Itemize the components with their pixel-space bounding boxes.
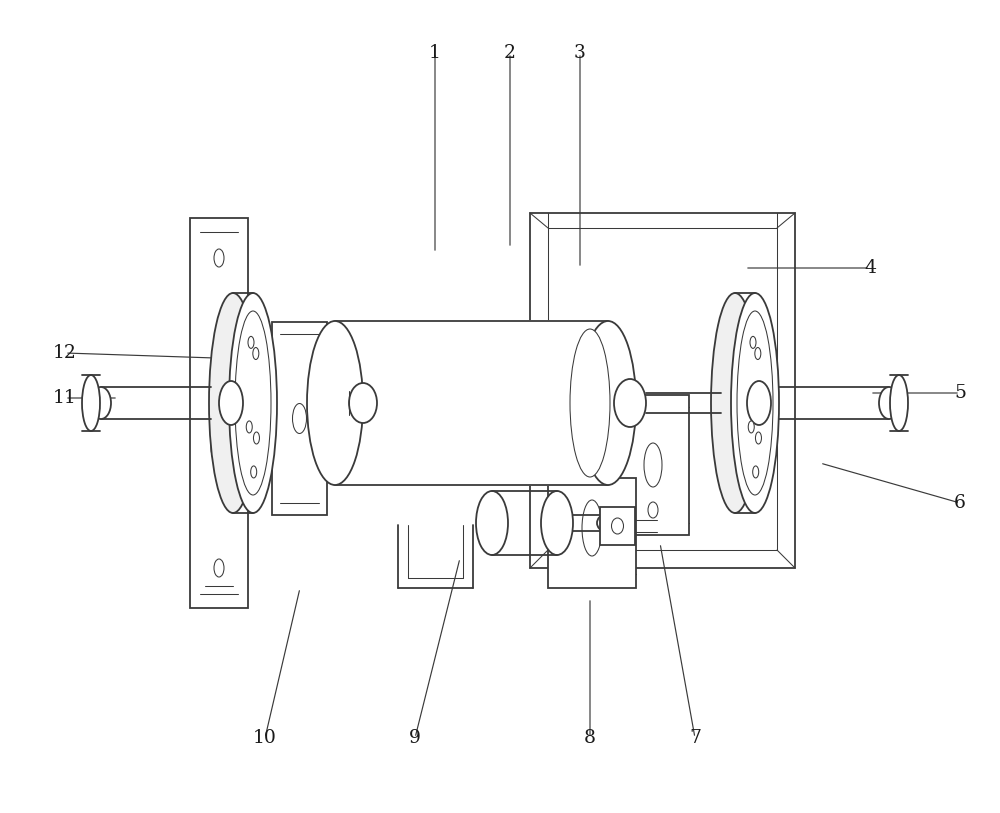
Ellipse shape xyxy=(753,466,759,478)
Text: 6: 6 xyxy=(954,494,966,512)
Text: 12: 12 xyxy=(53,344,77,362)
Text: 3: 3 xyxy=(574,44,586,62)
Ellipse shape xyxy=(91,387,111,419)
Ellipse shape xyxy=(612,518,624,534)
Ellipse shape xyxy=(750,337,756,349)
Ellipse shape xyxy=(737,311,773,495)
Ellipse shape xyxy=(307,321,363,485)
Ellipse shape xyxy=(476,491,508,555)
Bar xyxy=(548,478,636,588)
Text: 10: 10 xyxy=(253,729,277,747)
Polygon shape xyxy=(335,321,608,485)
Ellipse shape xyxy=(597,515,613,531)
Ellipse shape xyxy=(211,432,227,464)
Ellipse shape xyxy=(214,249,224,267)
Ellipse shape xyxy=(253,432,259,444)
Ellipse shape xyxy=(229,293,277,513)
Ellipse shape xyxy=(82,375,100,431)
Ellipse shape xyxy=(755,432,761,444)
Text: 11: 11 xyxy=(53,389,77,407)
Text: 1: 1 xyxy=(429,44,441,62)
Text: 2: 2 xyxy=(504,44,516,62)
Ellipse shape xyxy=(349,383,377,423)
Ellipse shape xyxy=(219,381,243,425)
Ellipse shape xyxy=(890,375,908,431)
Bar xyxy=(190,218,248,608)
Bar xyxy=(272,322,327,515)
Ellipse shape xyxy=(747,381,771,425)
Ellipse shape xyxy=(570,329,610,477)
Text: 9: 9 xyxy=(409,729,421,747)
Ellipse shape xyxy=(879,387,899,419)
Ellipse shape xyxy=(731,293,779,513)
Text: 7: 7 xyxy=(689,729,701,747)
Ellipse shape xyxy=(748,421,754,433)
Ellipse shape xyxy=(614,379,646,427)
Ellipse shape xyxy=(582,500,602,556)
Ellipse shape xyxy=(644,443,662,487)
Ellipse shape xyxy=(211,362,227,394)
Ellipse shape xyxy=(246,421,252,433)
Ellipse shape xyxy=(235,311,271,495)
Ellipse shape xyxy=(292,403,306,433)
Ellipse shape xyxy=(214,559,224,577)
Ellipse shape xyxy=(209,293,257,513)
Text: 8: 8 xyxy=(584,729,596,747)
Bar xyxy=(617,395,689,535)
Ellipse shape xyxy=(248,337,254,349)
Bar xyxy=(600,507,635,545)
Ellipse shape xyxy=(253,347,259,359)
Ellipse shape xyxy=(251,466,257,478)
Ellipse shape xyxy=(541,491,573,555)
Text: 5: 5 xyxy=(954,384,966,402)
Bar xyxy=(530,213,795,568)
Ellipse shape xyxy=(755,347,761,359)
Ellipse shape xyxy=(580,321,636,485)
Ellipse shape xyxy=(711,293,759,513)
Ellipse shape xyxy=(648,502,658,518)
Text: 4: 4 xyxy=(864,259,876,277)
